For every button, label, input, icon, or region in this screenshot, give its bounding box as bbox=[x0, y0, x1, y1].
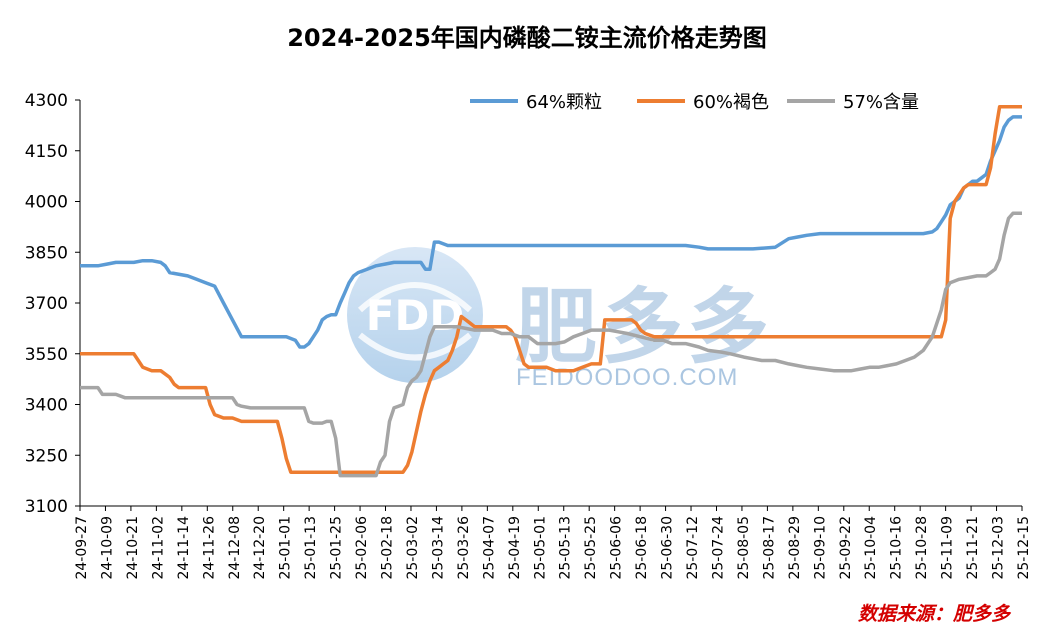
x-tick-label: 24-12-08 bbox=[227, 516, 243, 580]
y-tick-label: 3850 bbox=[25, 243, 68, 263]
y-tick-label: 3250 bbox=[25, 446, 68, 466]
x-tick-label: 25-09-22 bbox=[838, 516, 854, 580]
x-tick-label: 25-12-03 bbox=[991, 516, 1007, 580]
x-tick-label: 24-12-20 bbox=[252, 516, 268, 580]
y-tick-label: 3700 bbox=[25, 294, 68, 314]
watermark-logo-text: FDD bbox=[366, 291, 464, 340]
x-tick-label: 25-01-01 bbox=[278, 516, 294, 580]
x-tick-label: 24-11-02 bbox=[150, 516, 166, 580]
x-tick-label: 25-11-09 bbox=[940, 516, 956, 580]
x-tick-label: 24-10-21 bbox=[125, 516, 141, 580]
x-tick-label: 25-01-25 bbox=[329, 516, 345, 580]
y-tick-label: 4300 bbox=[25, 91, 68, 111]
x-tick-label: 25-06-18 bbox=[634, 516, 650, 580]
x-tick-label: 25-07-24 bbox=[710, 516, 726, 580]
x-tick-label: 25-10-16 bbox=[889, 516, 905, 580]
x-tick-label: 25-05-25 bbox=[583, 516, 599, 580]
x-tick-label: 25-06-30 bbox=[660, 516, 676, 580]
x-tick-label: 25-03-02 bbox=[405, 516, 421, 580]
legend-label-1: 64%颗粒 bbox=[526, 92, 602, 113]
x-tick-label: 25-02-06 bbox=[354, 516, 370, 580]
x-tick-label: 25-05-13 bbox=[558, 516, 574, 580]
x-tick-label: 25-07-12 bbox=[685, 516, 701, 580]
x-tick-label: 24-09-27 bbox=[74, 516, 90, 580]
x-tick-label: 25-10-28 bbox=[914, 516, 930, 580]
x-tick-label: 25-04-07 bbox=[481, 516, 497, 580]
x-tick-label: 24-10-09 bbox=[99, 516, 115, 580]
y-tick-label: 3100 bbox=[25, 497, 68, 517]
x-tick-label: 24-11-26 bbox=[201, 516, 217, 580]
x-tick-label: 25-08-17 bbox=[761, 516, 777, 580]
x-tick-label: 24-11-14 bbox=[176, 516, 192, 580]
x-tick-label: 25-08-05 bbox=[736, 516, 752, 580]
y-tick-label: 4150 bbox=[25, 142, 68, 162]
watermark-cn: 肥多多 bbox=[515, 280, 774, 375]
x-tick-label: 25-06-06 bbox=[609, 516, 625, 580]
x-tick-label: 25-04-19 bbox=[507, 516, 523, 580]
x-tick-label: 25-08-29 bbox=[787, 516, 803, 580]
series-line-1 bbox=[80, 115, 1022, 349]
x-tick-label: 25-10-04 bbox=[863, 516, 879, 580]
y-tick-label: 3550 bbox=[25, 345, 68, 365]
x-tick-label: 25-01-13 bbox=[303, 516, 319, 580]
y-tick-label: 3400 bbox=[25, 396, 68, 416]
series-line-2 bbox=[80, 105, 1022, 474]
x-tick-label: 25-11-21 bbox=[965, 516, 981, 580]
watermark-logo-icon: FDD bbox=[340, 240, 490, 394]
data-source: 数据来源：肥多多 bbox=[857, 603, 1010, 625]
y-tick-label: 4000 bbox=[25, 193, 68, 213]
x-tick-label: 25-03-26 bbox=[456, 516, 472, 580]
chart-title: 2024-2025年国内磷酸二铵主流价格走势图 bbox=[287, 24, 767, 52]
x-tick-label: 25-02-18 bbox=[380, 516, 396, 580]
series-line-3 bbox=[80, 211, 1022, 478]
legend-label-2: 60%褐色 bbox=[693, 92, 769, 113]
x-tick-label: 25-12-15 bbox=[1016, 516, 1032, 580]
legend-label-3: 57%含量 bbox=[843, 92, 919, 113]
x-tick-label: 25-03-14 bbox=[430, 516, 446, 580]
x-tick-label: 25-05-01 bbox=[532, 516, 548, 580]
x-tick-label: 25-09-10 bbox=[812, 516, 828, 580]
